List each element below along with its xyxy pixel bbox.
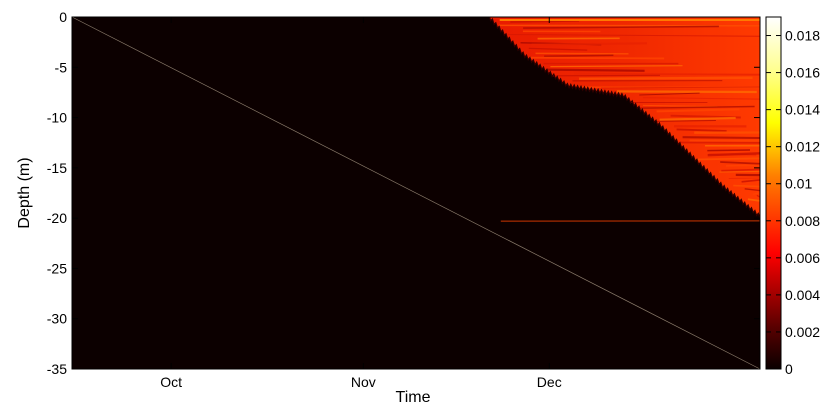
y-tick-label: -35 xyxy=(47,361,67,377)
heatmap-streak xyxy=(528,47,588,51)
heatmap-streak xyxy=(756,194,760,198)
heatmap-streak xyxy=(639,105,755,109)
x-tick-label: Oct xyxy=(160,374,182,390)
heatmap-streak xyxy=(510,20,580,23)
y-tick-label: -30 xyxy=(47,311,67,327)
heatmap-streak xyxy=(676,128,727,132)
heatmap-streak xyxy=(573,72,760,76)
heatmap-streak xyxy=(659,116,736,121)
y-axis-ticks: 0 -5 -10 -15 -20 -25 -30 -35 xyxy=(47,9,760,377)
diagonal-line xyxy=(71,16,761,370)
heatmap-streak xyxy=(656,120,716,122)
heatmap-streak xyxy=(528,56,665,60)
heatmap-active-region xyxy=(487,17,760,219)
colorbar-tick-label: 0.016 xyxy=(785,65,820,81)
heatmap-streak xyxy=(733,184,760,188)
y-tick-label: 0 xyxy=(59,9,67,25)
x-axis-label: Time xyxy=(396,389,431,406)
heatmap-streak xyxy=(689,139,760,143)
heatmap-streak xyxy=(695,157,760,161)
heatmap-streak xyxy=(721,168,760,172)
heatmap-streak xyxy=(642,97,760,100)
heatmap-streak xyxy=(523,25,719,29)
heatmap-streak xyxy=(682,136,760,140)
heatmap-streaks xyxy=(498,19,760,222)
heatmap-streak xyxy=(642,104,718,108)
heatmap-streak xyxy=(656,108,740,113)
heatmap-streak xyxy=(744,188,760,192)
heatmap-streak xyxy=(719,171,760,173)
heatmap-streak xyxy=(720,161,760,165)
colorbar-tick-label: 0.006 xyxy=(785,250,820,266)
heatmap-streak xyxy=(639,92,700,96)
heatmap-streak xyxy=(507,34,760,37)
heatmap-streak xyxy=(553,74,661,77)
heatmap-streak xyxy=(579,76,753,80)
x-tick-label: Dec xyxy=(537,374,562,390)
colorbar-tick-label: 0 xyxy=(785,361,793,377)
front-boundary xyxy=(487,17,760,219)
heatmap-streak xyxy=(741,179,760,183)
heatmap-streak xyxy=(550,65,683,68)
colorbar-tick-label: 0.012 xyxy=(785,139,820,155)
heatmap-streak xyxy=(752,192,760,195)
y-tick-label: -25 xyxy=(47,260,67,276)
colorbar-tick-label: 0.002 xyxy=(785,324,820,340)
heatmap-streak xyxy=(707,149,751,152)
colorbar xyxy=(765,16,782,370)
y-tick-label: -10 xyxy=(47,110,67,126)
heatmap-streak xyxy=(725,164,760,167)
heatmap-streak xyxy=(747,198,760,202)
y-tick-label: -5 xyxy=(55,59,68,75)
y-axis-label: Depth (m) xyxy=(16,157,33,228)
heatmap-streak xyxy=(707,152,760,157)
x-axis-ticks: Oct Nov Dec xyxy=(160,17,562,390)
colorbar-ticks: 0 0.002 0.004 0.006 0.008 0.01 0.012 0.014 0.016… xyxy=(766,28,820,377)
colorbar-tick-label: 0.004 xyxy=(785,287,820,303)
heatmap-streak xyxy=(546,68,645,72)
heatmap-streak xyxy=(531,42,648,46)
plot-frame xyxy=(71,16,761,370)
x-tick-label: Nov xyxy=(351,374,376,390)
heatmap-streak xyxy=(600,86,760,89)
heatmap-streak xyxy=(616,90,757,94)
y-tick-label: -15 xyxy=(47,160,67,176)
y-tick-label: -20 xyxy=(47,210,67,226)
heatmap-streak xyxy=(544,54,614,58)
colorbar-tick-label: 0.014 xyxy=(785,102,820,118)
colorbar-tick-label: 0.008 xyxy=(785,213,820,229)
heatmap-streak xyxy=(759,215,760,217)
colorbar-tick-label: 0.01 xyxy=(785,176,812,192)
colorbar-tick-label: 0.018 xyxy=(785,28,820,44)
